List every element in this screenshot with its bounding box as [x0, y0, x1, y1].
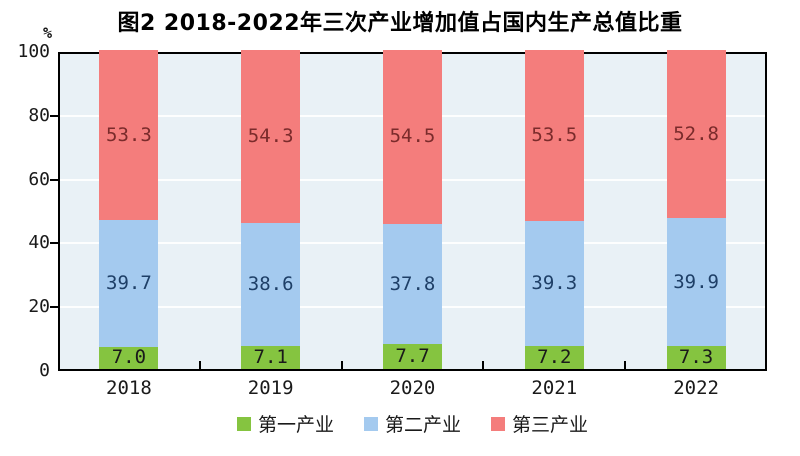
- bar-2020-segment-3: 54.5: [383, 50, 442, 224]
- bar-2020: 7.7 37.8 54.5: [383, 50, 442, 369]
- legend-item-1: 第一产业: [236, 410, 334, 437]
- bar-2020-segment-1: 7.7: [383, 344, 442, 369]
- plot-area: 7.0 39.7 53.3 7.1 38.6 54.3 7.7 37.8 54.5 7.2 39.3…: [58, 50, 767, 371]
- y-tick-mark-40: [50, 242, 58, 245]
- bar-2019-segment-2: 38.6: [241, 223, 301, 347]
- bar-value-label: 38.6: [247, 273, 294, 296]
- x-category-label-2020: 2020: [389, 377, 436, 399]
- bar-2021-segment-1: 7.2: [524, 346, 584, 369]
- x-category-label-2019: 2019: [247, 377, 294, 399]
- bar-2019-segment-3: 54.3: [241, 50, 301, 224]
- legend-item-3: 第三产业: [491, 410, 588, 437]
- legend-swatch-3: [491, 416, 505, 431]
- x-tick-mark-1: [198, 361, 201, 369]
- legend-swatch-2: [363, 416, 378, 431]
- legend-item-2: 第二产业: [363, 410, 461, 437]
- y-tick-mark-60: [50, 178, 58, 181]
- bar-value-label: 37.8: [389, 272, 436, 295]
- y-tick-label-60: 60: [28, 168, 50, 190]
- y-tick-mark-20: [50, 306, 58, 309]
- bar-value-label: 7.2: [537, 346, 572, 369]
- bar-value-label: 39.3: [531, 271, 578, 294]
- bar-2022-segment-1: 7.3: [666, 345, 726, 369]
- legend-label-3: 第三产业: [512, 414, 589, 436]
- x-tick-mark-3: [482, 361, 485, 369]
- chart-legend: 第一产业 第二产业 第三产业: [58, 410, 767, 437]
- bar-2018-segment-1: 7.0: [99, 346, 159, 369]
- bar-value-label: 39.7: [106, 271, 152, 294]
- bar-value-label: 7.0: [111, 346, 147, 369]
- bar-value-label: 54.3: [247, 125, 294, 148]
- bar-value-label: 53.3: [106, 123, 152, 146]
- legend-swatch-1: [236, 416, 251, 431]
- bar-2021: 7.2 39.3 53.5: [524, 50, 584, 369]
- x-tick-mark-4: [624, 361, 627, 369]
- bar-2022-segment-2: 39.9: [666, 218, 726, 346]
- bar-2021-segment-3: 53.5: [524, 50, 584, 221]
- legend-label-2: 第二产业: [384, 414, 461, 436]
- x-category-label-2018: 2018: [106, 377, 152, 399]
- chart-title: 图2 2018-2022年三次产业增加值占国内生产总值比重: [117, 11, 683, 36]
- y-tick-label-80: 80: [28, 104, 50, 126]
- bar-value-label: 53.5: [531, 123, 578, 146]
- y-tick-label-40: 40: [28, 232, 50, 254]
- bar-2020-segment-2: 37.8: [383, 223, 442, 345]
- bar-2018-segment-3: 53.3: [99, 50, 159, 221]
- x-category-label-2022: 2022: [673, 377, 719, 399]
- bar-value-label: 52.8: [673, 122, 719, 145]
- bar-value-label: 7.3: [678, 345, 714, 368]
- y-axis-unit-label: %: [42, 24, 52, 42]
- y-tick-label-20: 20: [28, 296, 50, 318]
- bar-2021-segment-2: 39.3: [524, 220, 584, 347]
- bar-value-label: 7.7: [395, 345, 430, 368]
- y-tick-label-100: 100: [17, 41, 50, 62]
- bar-value-label: 54.5: [389, 125, 436, 148]
- y-tick-mark-80: [50, 114, 58, 117]
- x-tick-mark-2: [340, 361, 343, 369]
- bar-value-label: 39.9: [673, 270, 719, 293]
- bar-2018: 7.0 39.7 53.3: [99, 50, 159, 369]
- bar-2018-segment-2: 39.7: [99, 220, 159, 347]
- legend-label-1: 第一产业: [257, 414, 334, 436]
- y-tick-label-0: 0: [39, 360, 50, 381]
- x-category-label-2021: 2021: [531, 377, 578, 399]
- bar-2019: 7.1 38.6 54.3: [241, 50, 301, 369]
- bar-value-label: 7.1: [253, 346, 288, 369]
- bar-2019-segment-1: 7.1: [241, 346, 301, 369]
- bar-2022-segment-3: 52.8: [666, 50, 726, 219]
- bar-2022: 7.3 39.9 52.8: [666, 50, 726, 369]
